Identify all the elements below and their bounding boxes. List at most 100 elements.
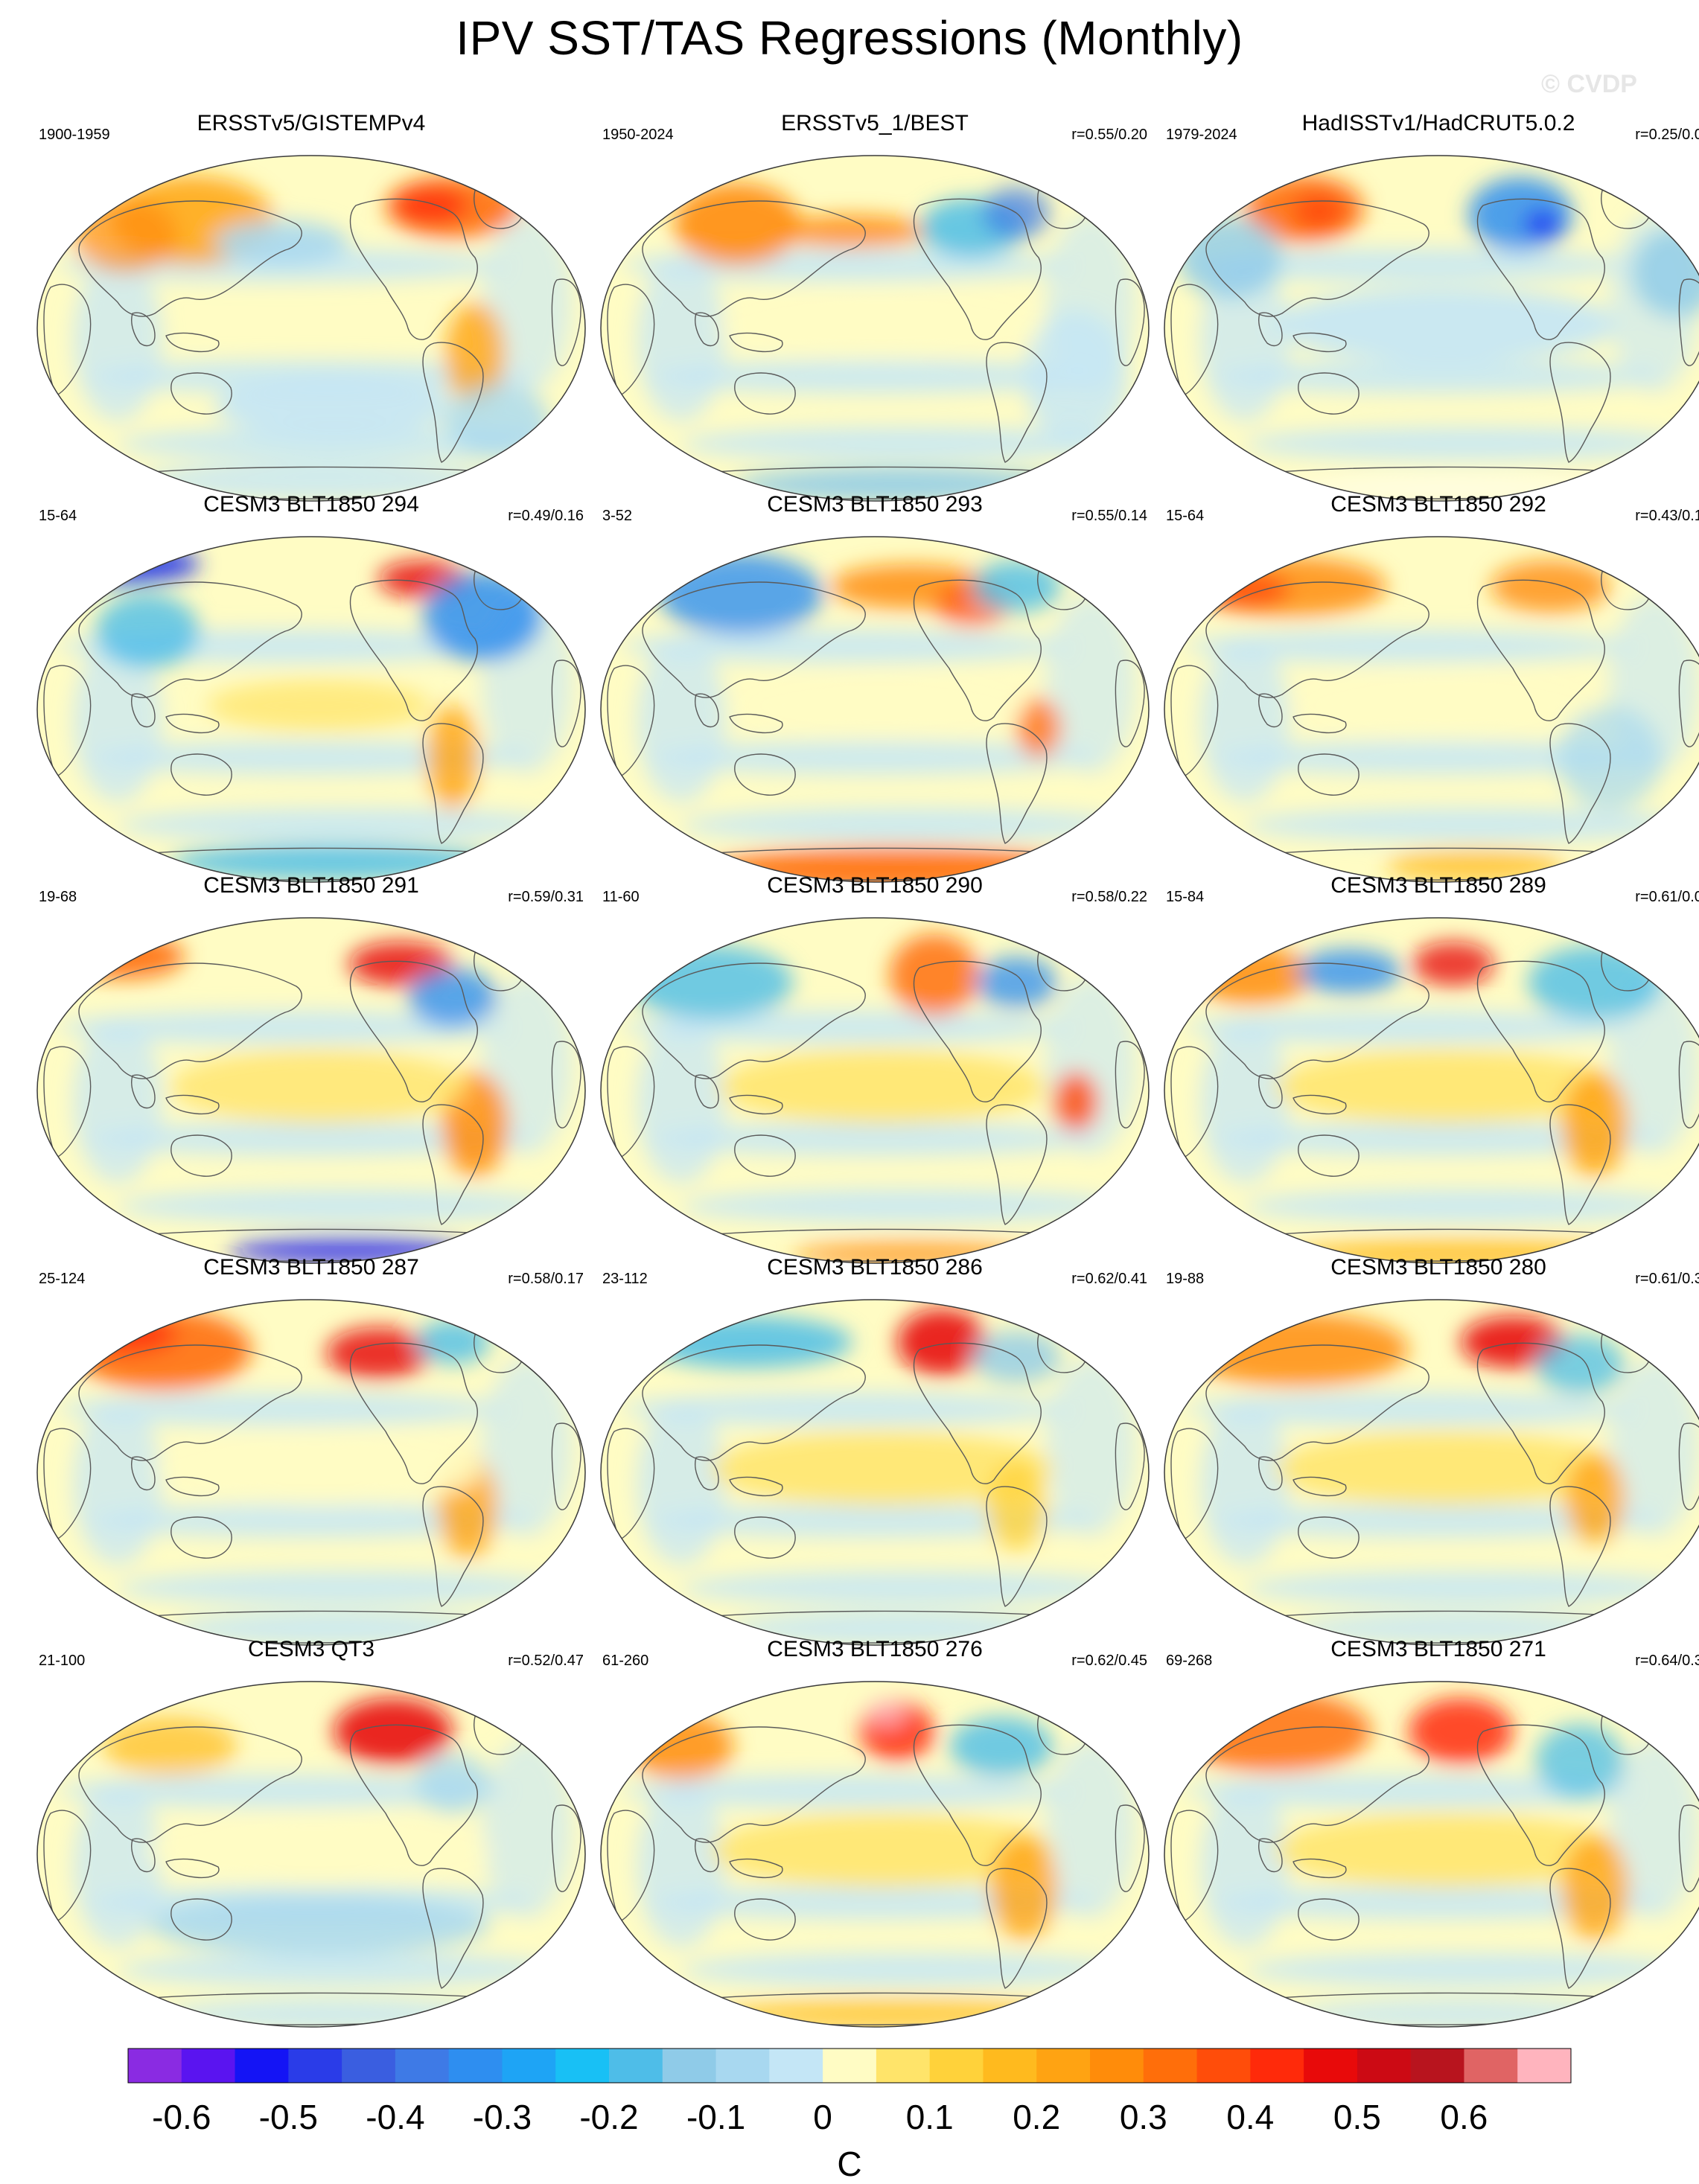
colorbar-swatch [235,2049,289,2083]
panel-pattern-correlation: r=0.58/0.17 [508,1271,584,1287]
coastline-maritime-continent [729,713,783,734]
coastline-india-seasia [131,1074,156,1109]
map-border [600,917,1150,1264]
coastline-maritime-continent [729,1476,783,1497]
coastline-eurasia [78,581,302,698]
coastline-africa [43,284,92,396]
coastline-north-america [349,579,478,721]
coastline-africa-east [1678,660,1699,747]
anomaly-band [681,1571,1128,1604]
colorbar-swatch [1304,2049,1358,2083]
colorbar-swatch [1143,2049,1198,2083]
coastline-india-seasia [131,312,156,347]
coastline-eurasia [642,1726,866,1843]
anomaly-band [637,258,726,421]
coastline-africa-east [1115,1804,1145,1892]
coastline-india-seasia [695,1074,719,1109]
coastline-north-america [1476,960,1605,1102]
anomaly-band [1200,639,1290,802]
colorbar-swatch [1036,2049,1091,2083]
anomaly-band [58,1775,505,1807]
panel-pattern-correlation: r=0.59/0.31 [508,889,584,905]
coastline-eurasia [642,200,866,317]
coastline-australia [734,372,796,415]
panel-title: CESM3 BLT1850 292 [1330,492,1546,517]
map-border [1164,917,1699,1264]
anomaly-band [1200,1402,1290,1565]
coastline-india-seasia [1258,1456,1283,1491]
panel-pattern-correlation: r=0.64/0.39 [1635,1653,1699,1669]
map-border [36,1681,586,2028]
panel-title: CESM3 BLT1850 287 [203,1255,419,1280]
map-panel: CESM3 BLT1850 286 23-112 r=0.62/0.41 [592,1254,1158,1646]
anomaly-band [637,1020,726,1184]
panel-pattern-correlation: r=0.43/0.15 [1635,508,1699,524]
anomaly-region [1409,1698,1513,1765]
coastline-maritime-continent [165,332,220,353]
panel-pattern-correlation: r=0.61/0.37 [1635,1271,1699,1287]
coastline-australia [734,1898,796,1941]
coastline-africa [43,1046,92,1158]
colorbar-tick-label: 0.3 [1120,2098,1167,2136]
coastline-india-seasia [695,693,719,728]
coastline-eurasia [1205,200,1429,317]
anomaly-region [778,215,927,248]
anomaly-region [1524,211,1561,237]
coastline-south-america [1549,1868,1611,1989]
regression-map [36,1681,586,2028]
colorbar-tick-label: 0.4 [1226,2098,1274,2136]
anomaly-region [975,957,1057,1009]
panel-period: 1900-1959 [39,127,110,143]
coastline-north-america [349,1724,478,1866]
coastline-africa-east [551,660,581,747]
map-panel: CESM3 BLT1850 289 15-84 r=0.61/0.03 [1155,872,1699,1264]
colorbar-swatch [1196,2049,1251,2083]
map-border [600,155,1150,502]
anomaly-band [1610,1739,1699,1918]
anomaly-band [1215,1504,1662,1537]
anomaly-region [334,1698,453,1765]
coastline-south-america [1549,342,1611,463]
coastline-africa [1170,665,1219,777]
anomaly-band [118,1571,564,1604]
coastline-africa [1170,1428,1219,1540]
coastline-maritime-continent [729,332,783,353]
anomaly-band [651,1886,1098,1919]
regression-map [600,536,1150,883]
coastline-india-seasia [131,1838,156,1873]
coastline-maritime-continent [165,1476,220,1497]
coastline-australia [734,1516,796,1559]
anomaly-region [214,220,348,265]
anomaly-band [73,1402,162,1565]
coastline-south-america [986,1486,1048,1607]
coastline-south-america [1549,1486,1611,1607]
regression-map [1164,1681,1699,2028]
anomaly-band [637,1784,726,1947]
anomaly-region [95,594,200,668]
map-border [600,1681,1150,2028]
colorbar-tick-label: -0.5 [259,2098,318,2136]
panel-pattern-correlation: r=0.25/0.06 [1635,127,1699,143]
anomaly-region [718,291,1046,358]
anomaly-region [718,1050,1046,1124]
anomaly-region [1561,1836,1628,1940]
anomaly-band [651,1123,1098,1155]
coastline-africa [607,1046,655,1158]
colorbar-tick-label: 0.1 [906,2098,954,2136]
coastline-africa [1170,1810,1219,1922]
map-panel: CESM3 BLT1850 293 3-52 r=0.55/0.14 [592,491,1158,883]
anomaly-band [681,1190,1128,1222]
coastline-africa-east [551,1804,581,1892]
anomaly-region [326,1327,430,1379]
panel-title: CESM3 BLT1850 293 [767,492,983,517]
anomaly-band [651,360,1098,393]
map-border [600,536,1150,883]
coastline-australia [1298,1898,1359,1941]
coastline-north-america [1476,1724,1605,1866]
coastline-maritime-continent [729,1858,783,1879]
colorbar-swatch [876,2049,931,2083]
panel-period: 11-60 [602,889,640,905]
panel-period: 25-124 [39,1271,86,1287]
coastline-africa [1170,284,1219,396]
panel-title: CESM3 BLT1850 290 [767,873,983,898]
